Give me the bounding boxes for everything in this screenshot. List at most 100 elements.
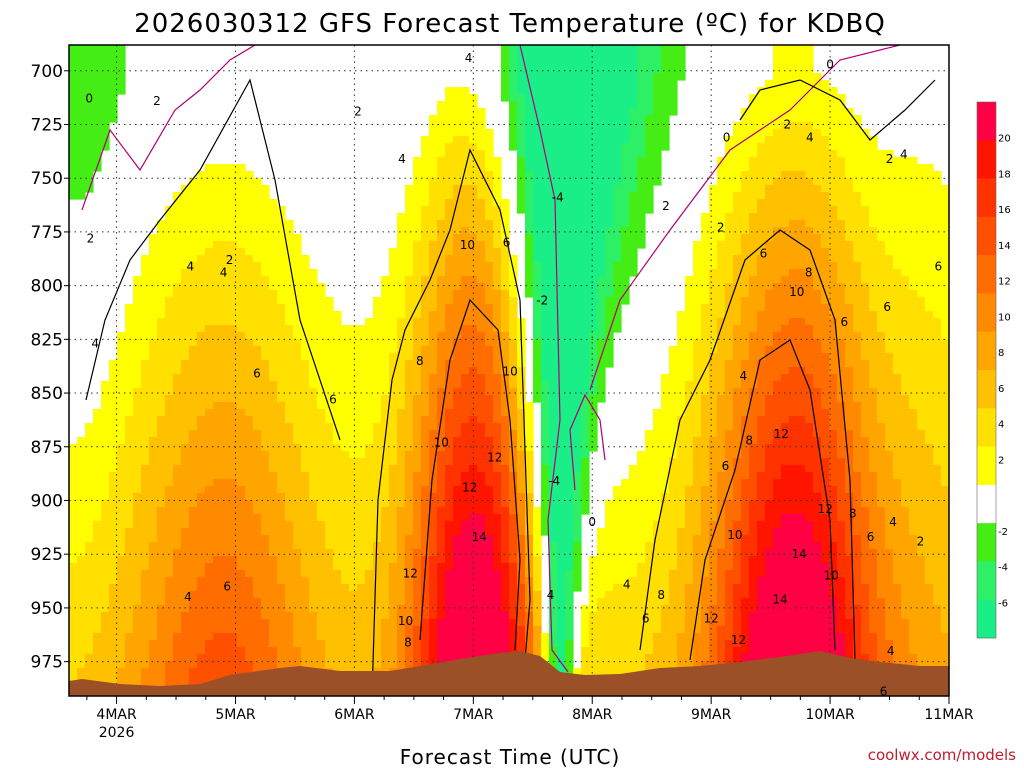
band-cell [541, 157, 550, 165]
band-cell [253, 318, 262, 326]
band-cell [189, 283, 198, 291]
band-cell [493, 367, 502, 375]
band-cell [197, 661, 206, 669]
band-cell [341, 549, 350, 557]
band-cell [533, 262, 542, 270]
band-cell [205, 248, 214, 256]
band-cell [349, 409, 358, 417]
band-cell [525, 94, 534, 102]
band-cell [493, 360, 502, 368]
band-cell [373, 332, 382, 340]
band-cell [589, 640, 598, 648]
band-cell [325, 584, 334, 592]
band-cell [533, 66, 542, 74]
band-cell [445, 570, 454, 578]
band-cell [173, 619, 182, 627]
band-cell [621, 598, 630, 606]
band-cell [93, 542, 102, 550]
band-cell [613, 143, 622, 151]
band-cell [405, 353, 414, 361]
band-cell [429, 115, 438, 123]
band-cell [245, 458, 254, 466]
band-cell [245, 584, 254, 592]
band-cell [149, 605, 158, 613]
band-cell [597, 563, 606, 571]
band-cell [445, 101, 454, 109]
band-cell [389, 360, 398, 368]
band-cell [69, 444, 78, 452]
band-cell [109, 577, 118, 585]
band-cell [101, 458, 110, 466]
band-cell [117, 73, 126, 81]
band-cell [405, 549, 414, 557]
band-cell [221, 220, 230, 228]
band-cell [501, 234, 510, 242]
band-cell [325, 339, 334, 347]
band-cell [493, 458, 502, 466]
band-cell [77, 556, 86, 564]
band-cell [197, 388, 206, 396]
band-cell [405, 661, 414, 669]
band-cell [557, 185, 566, 193]
band-cell [221, 353, 230, 361]
band-cell [397, 451, 406, 459]
band-cell [565, 654, 574, 662]
band-cell [453, 556, 462, 564]
band-cell [381, 563, 390, 571]
band-cell [293, 381, 302, 389]
band-cell [373, 486, 382, 494]
band-cell [93, 143, 102, 151]
band-cell [285, 381, 294, 389]
band-cell [261, 213, 270, 221]
band-cell [133, 311, 142, 319]
band-cell [93, 80, 102, 88]
band-cell [229, 444, 238, 452]
band-cell [525, 416, 534, 424]
band-cell [189, 367, 198, 375]
band-cell [269, 248, 278, 256]
band-cell [173, 325, 182, 333]
band-cell [125, 619, 134, 627]
band-cell [237, 626, 246, 634]
band-cell [149, 472, 158, 480]
band-cell [613, 563, 622, 571]
band-cell [509, 514, 518, 522]
band-cell [397, 325, 406, 333]
band-cell [85, 150, 94, 158]
band-cell [621, 136, 630, 144]
band-cell [197, 255, 206, 263]
band-cell [101, 584, 110, 592]
band-cell [445, 612, 454, 620]
band-cell [453, 290, 462, 298]
band-cell [613, 283, 622, 291]
band-cell [613, 507, 622, 515]
band-cell [437, 269, 446, 277]
band-cell [397, 535, 406, 543]
band-cell [437, 283, 446, 291]
band-cell [573, 115, 582, 123]
band-cell [341, 500, 350, 508]
band-cell [517, 535, 526, 543]
band-cell [205, 262, 214, 270]
band-cell [181, 619, 190, 627]
band-cell [597, 122, 606, 130]
band-cell [325, 437, 334, 445]
band-cell [293, 542, 302, 550]
band-cell [221, 605, 230, 613]
band-cell [229, 591, 238, 599]
band-cell [509, 374, 518, 382]
band-cell [333, 591, 342, 599]
band-cell [197, 241, 206, 249]
band-cell [149, 514, 158, 522]
band-cell [157, 598, 166, 606]
band-cell [229, 297, 238, 305]
band-cell [101, 542, 110, 550]
band-cell [229, 619, 238, 627]
band-cell [493, 206, 502, 214]
band-cell [101, 108, 110, 116]
band-cell [237, 633, 246, 641]
band-cell [421, 374, 430, 382]
band-cell [381, 360, 390, 368]
band-cell [477, 192, 486, 200]
band-cell [509, 115, 518, 123]
